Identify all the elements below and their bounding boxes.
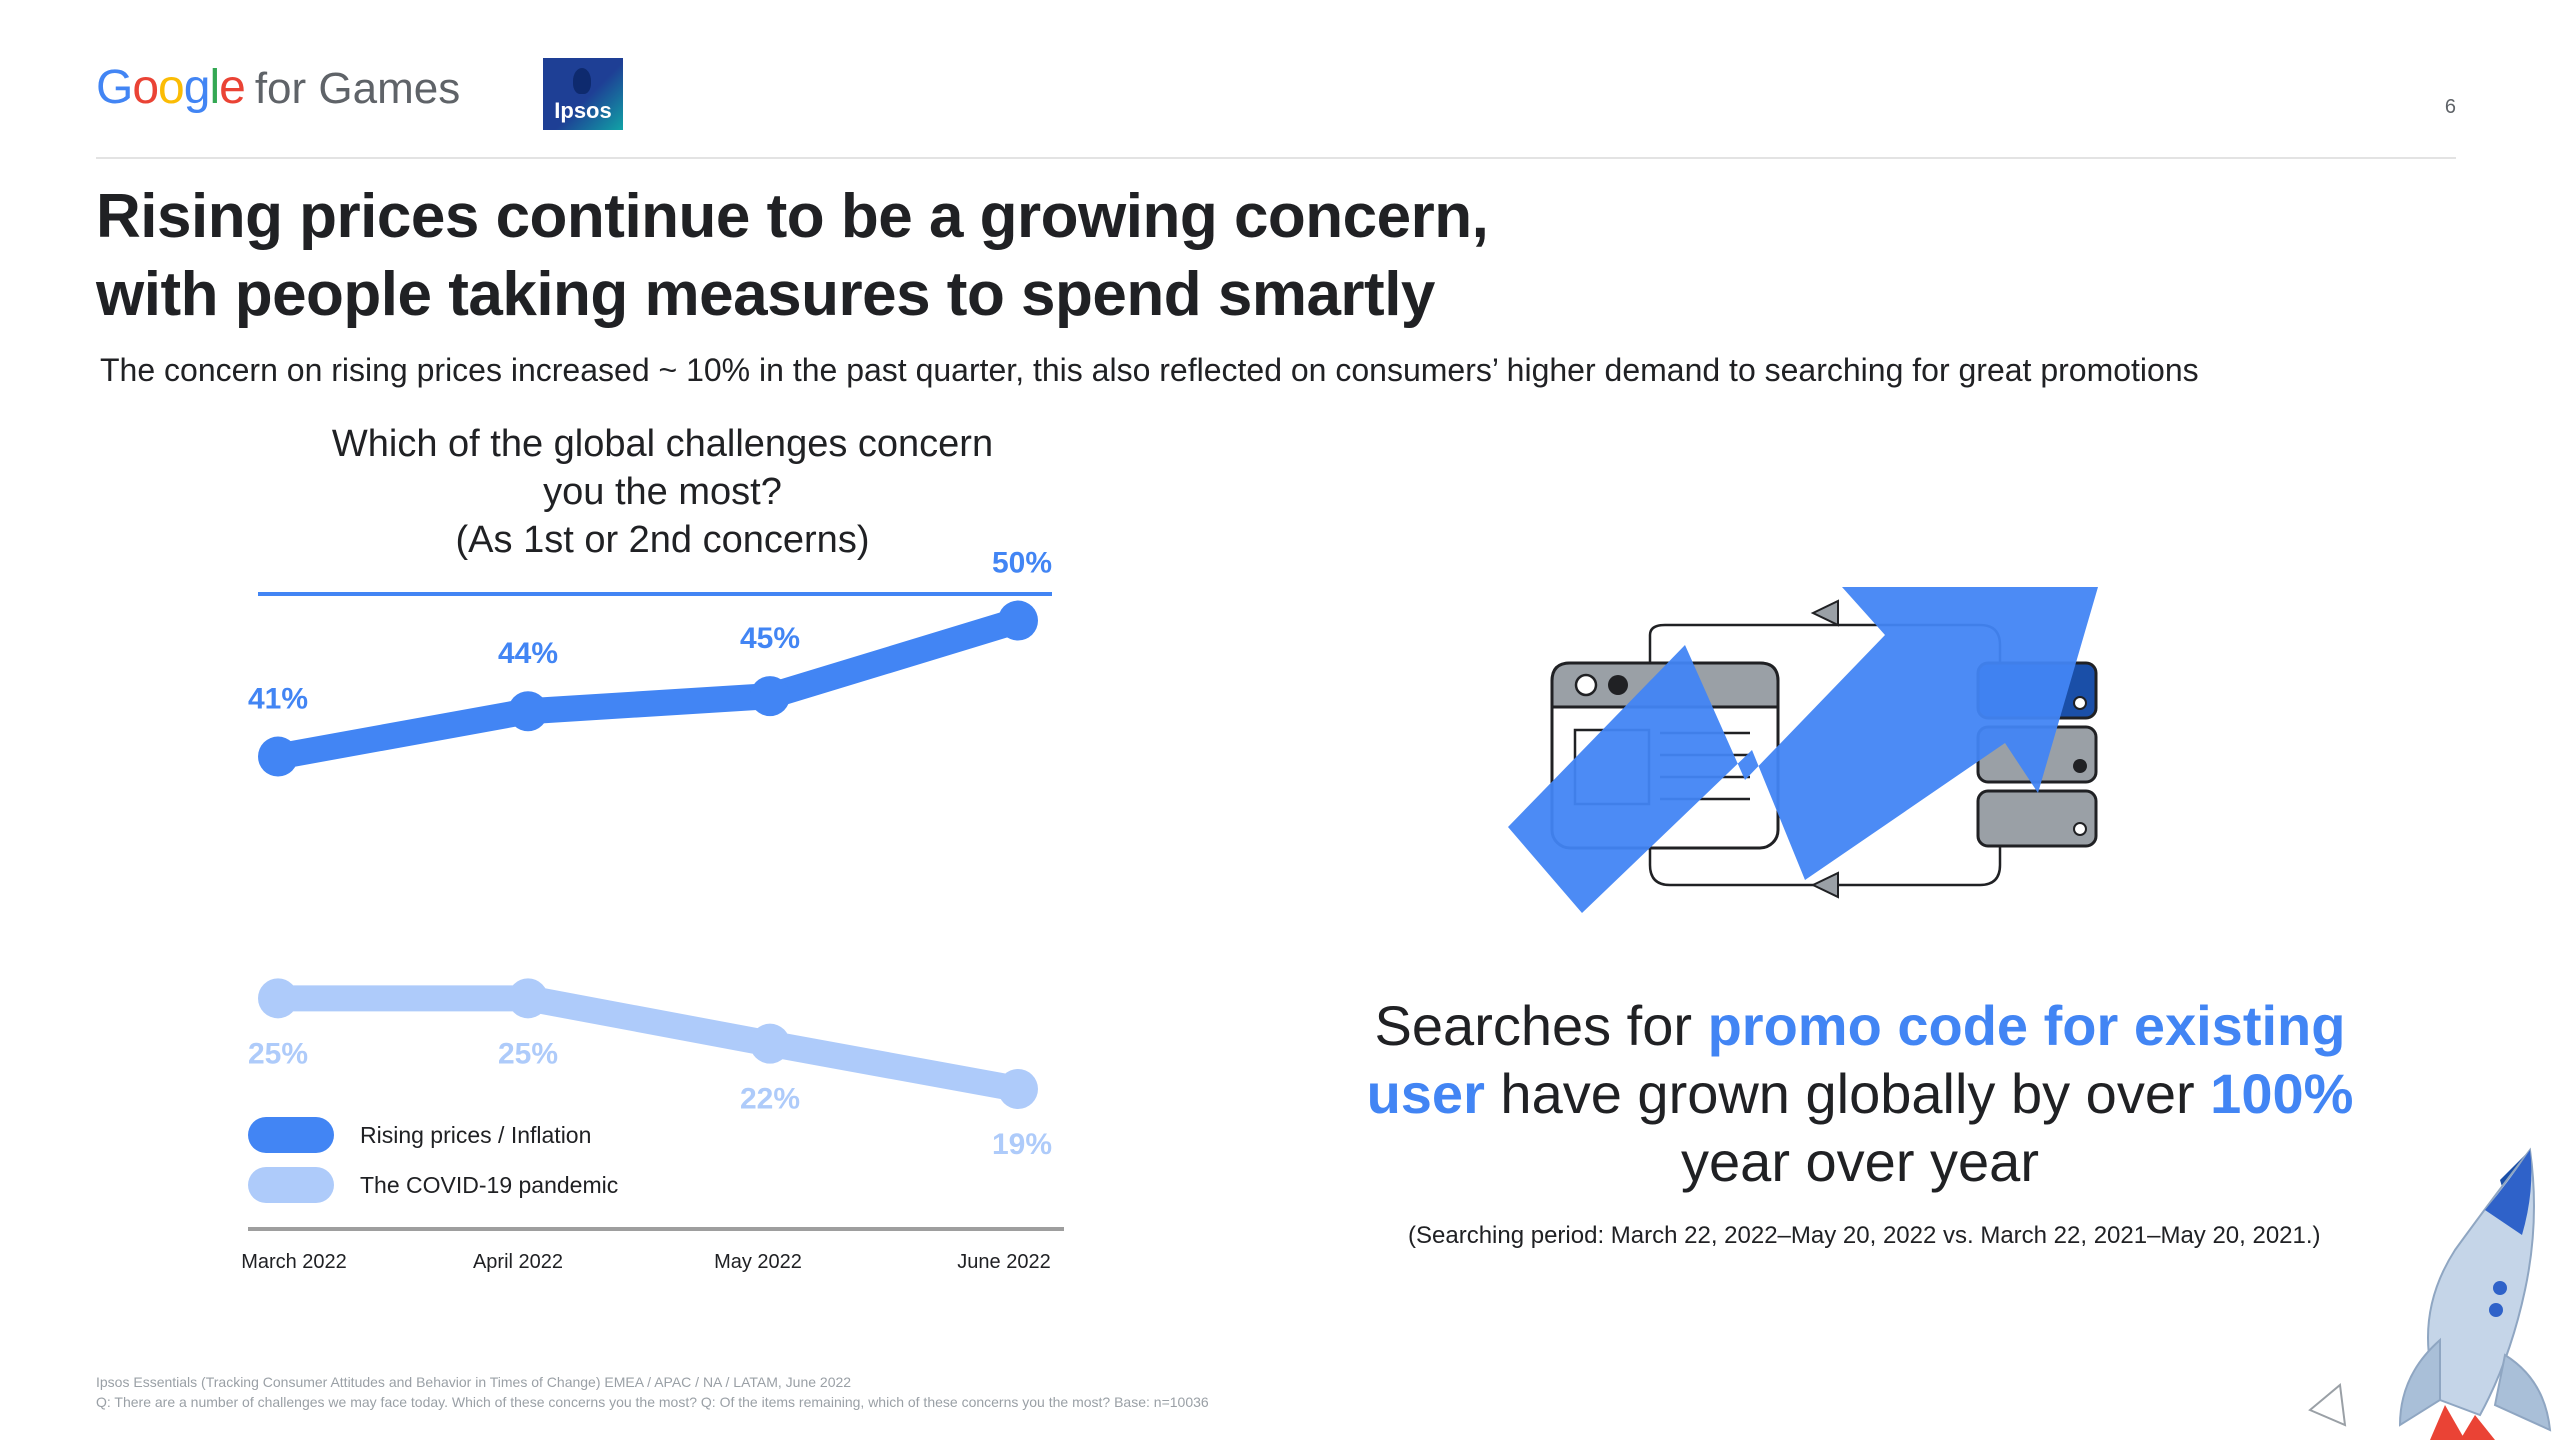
google-letter-1: o xyxy=(132,61,159,114)
page-title-line-1: Rising prices continue to be a growing c… xyxy=(96,182,1489,251)
data-point-1-1 xyxy=(508,978,548,1019)
growth-arrow-icon xyxy=(1508,587,2098,913)
footnote-line-2: Q: There are a number of challenges we m… xyxy=(96,1394,1209,1410)
header-divider xyxy=(96,157,2456,159)
google-letter-5: e xyxy=(219,61,246,114)
legend-label-covid: The COVID-19 pandemic xyxy=(360,1171,619,1198)
legend-item-covid: The COVID-19 pandemic xyxy=(248,1160,618,1210)
rocket-icon xyxy=(2308,1147,2552,1440)
ipsos-mark-icon xyxy=(573,68,591,94)
chart-title-line-1: Which of the global challenges concern xyxy=(331,423,994,465)
source-footnote: Ipsos Essentials (Tracking Consumer Atti… xyxy=(96,1372,1209,1412)
x-tick-label-0: March 2022 xyxy=(241,1251,347,1273)
data-label-1-2: 22% xyxy=(740,1083,800,1116)
google-letter-3: g xyxy=(183,61,211,114)
growth-illustration xyxy=(1508,587,2098,913)
chart-data-labels: 41% 44% 45% 50% 25% 25% 22% 19% xyxy=(248,547,1052,1161)
x-tick-label-3: June 2022 xyxy=(957,1251,1050,1273)
data-label-0-2: 45% xyxy=(740,622,800,655)
concern-line-chart: 41% 44% 45% 50% 25% 25% 22% 19% March 2022 April… xyxy=(241,547,1064,1273)
data-point-0-3 xyxy=(998,600,1038,641)
searching-period-note: (Searching period: March 22, 2022–May 20… xyxy=(1408,1222,2321,1249)
legend-item-inflation: Rising prices / Inflation xyxy=(248,1110,618,1160)
page-number: 6 xyxy=(2444,96,2456,118)
series-line-0 xyxy=(265,607,1031,770)
data-point-0-1 xyxy=(508,691,548,732)
chart-title-line-2: you the most? xyxy=(543,471,782,513)
promo-highlight-keyword: promo code for existing user xyxy=(1366,994,2346,1125)
chart-data-points xyxy=(258,600,1038,1109)
promo-text-part-2: have grown globally by over xyxy=(1484,1062,2211,1125)
data-point-0-2 xyxy=(750,676,790,717)
google-for-games-logo: Google for Games xyxy=(96,60,460,120)
data-point-1-0 xyxy=(258,978,298,1019)
data-label-1-1: 25% xyxy=(498,1037,558,1070)
footnote-line-1: Ipsos Essentials (Tracking Consumer Atti… xyxy=(96,1374,852,1390)
data-label-1-3: 19% xyxy=(992,1128,1052,1161)
ipsos-logo-text: Ipsos xyxy=(554,98,612,123)
promo-text-part-3: year over year xyxy=(1681,1130,2039,1193)
data-label-0-3: 50% xyxy=(992,547,1052,580)
chart-title-line-3: (As 1st or 2nd concerns) xyxy=(455,519,870,561)
promo-statement: Searches for promo code for existing use… xyxy=(1320,992,2400,1196)
data-point-0-0 xyxy=(258,736,298,777)
x-tick-label-1: April 2022 xyxy=(473,1251,563,1273)
google-letter-2: o xyxy=(158,61,185,114)
page-subtitle: The concern on rising prices increased ~… xyxy=(100,352,2199,388)
google-wordmark: Google xyxy=(96,60,246,115)
legend-swatch-inflation xyxy=(248,1117,334,1153)
page-title: Rising prices continue to be a growing c… xyxy=(96,178,1489,334)
logo-suffix: for Games xyxy=(254,64,461,113)
chart-legend: Rising prices / Inflation The COVID-19 p… xyxy=(248,1110,618,1210)
google-letter-4: l xyxy=(209,61,220,114)
data-label-1-0: 25% xyxy=(248,1037,308,1070)
chart-title: Which of the global challenges concern y… xyxy=(230,420,1095,564)
series-line-1 xyxy=(265,985,1031,1102)
promo-text-part-1: Searches for xyxy=(1374,994,1708,1057)
x-tick-label-2: May 2022 xyxy=(714,1251,802,1273)
data-point-1-3 xyxy=(998,1069,1038,1109)
page-title-line-2: with people taking measures to spend sma… xyxy=(96,260,1435,329)
chart-series-lines xyxy=(265,607,1031,1102)
legend-label-inflation: Rising prices / Inflation xyxy=(360,1121,592,1148)
ipsos-logo: Ipsos xyxy=(543,58,623,130)
google-letter-0: G xyxy=(96,61,133,114)
legend-swatch-covid xyxy=(248,1167,334,1203)
data-point-1-2 xyxy=(750,1023,790,1064)
data-label-0-1: 44% xyxy=(498,637,558,670)
promo-highlight-percent: 100% xyxy=(2210,1062,2354,1125)
data-label-0-0: 41% xyxy=(248,683,308,716)
chart-x-axis: March 2022 April 2022 May 2022 June 2022 xyxy=(241,1227,1064,1273)
